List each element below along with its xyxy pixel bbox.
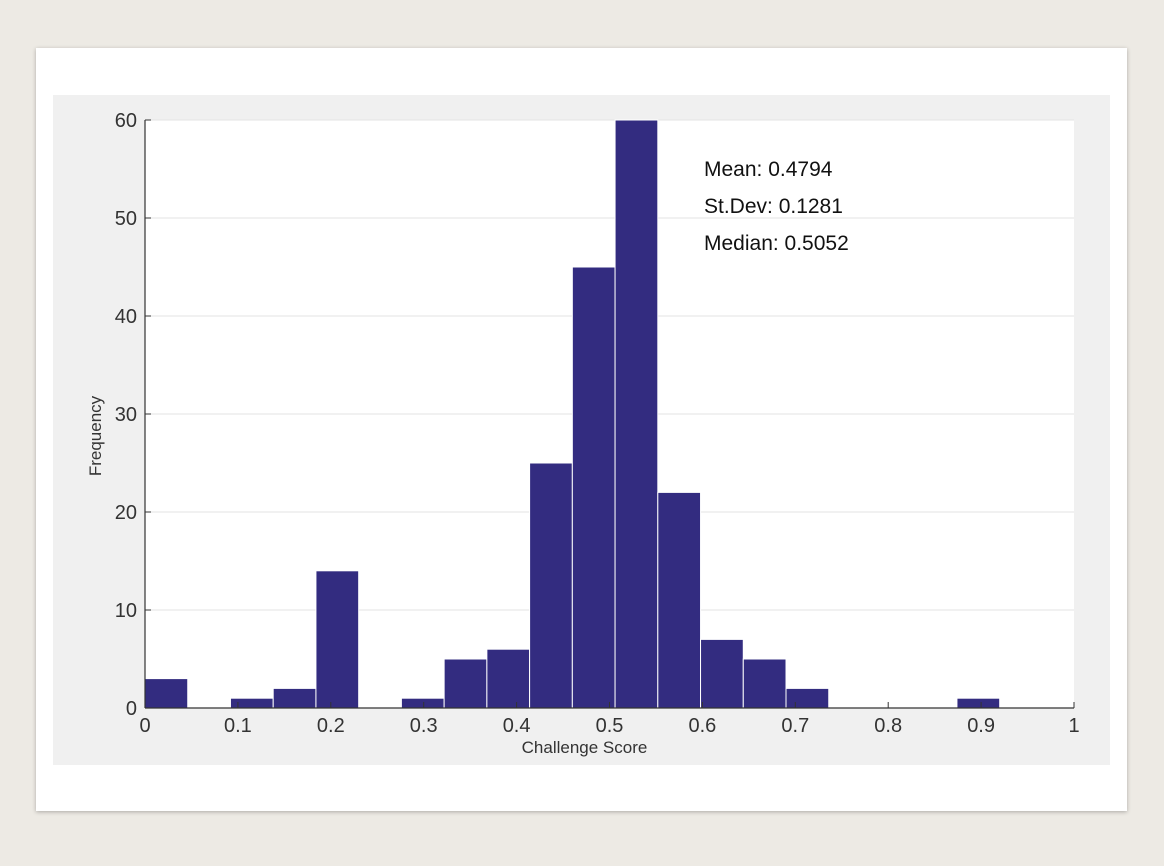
histogram-bar [529, 462, 573, 709]
axes [144, 119, 1075, 709]
x-tick-label: 0.4 [503, 715, 531, 737]
histogram-bar [657, 491, 702, 709]
x-tick-label: 0.2 [317, 715, 345, 737]
tick-labels: 0 0.1 0.2 0.3 0.4 0.5 0.6 0.7 0.8 0.9 101020304050… [115, 110, 1080, 737]
x-tick-label: 0 [139, 715, 150, 737]
median-annotation: Median: 0.5052 [704, 232, 849, 255]
y-tick-label: 30 [115, 404, 137, 426]
histogram-bar [571, 266, 616, 709]
y-tick-label: 60 [115, 110, 137, 132]
stdev-annotation: St.Dev: 0.1281 [704, 195, 843, 218]
histogram-bar [785, 687, 830, 709]
y-tick-label: 50 [115, 208, 137, 230]
y-tick-label: 0 [126, 698, 137, 720]
x-tick-label: 0.5 [596, 715, 624, 737]
x-tick-label: 0.1 [224, 715, 252, 737]
mean-annotation: Mean: 0.4794 [704, 158, 833, 181]
y-tick-label: 40 [115, 306, 137, 328]
histogram-bars [144, 119, 1001, 709]
histogram-bar [272, 687, 317, 709]
histogram-bar [700, 638, 744, 709]
histogram-bar [144, 678, 189, 709]
y-tick-label: 20 [115, 502, 137, 524]
x-tick-label: 0.8 [874, 715, 902, 737]
y-axis-label: Frequency [86, 395, 105, 476]
histogram-bar [315, 570, 360, 709]
x-tick-label: 0.6 [688, 715, 716, 737]
plot-panel: 0 0.1 0.2 0.3 0.4 0.5 0.6 0.7 0.8 0.9 1 0 10 20 30 40 50… [53, 95, 1110, 765]
x-tick-label: 0.7 [781, 715, 809, 737]
x-tick-label: 0.3 [410, 715, 438, 737]
histogram-bar [486, 648, 531, 709]
x-tick-label: 0.9 [967, 715, 995, 737]
x-tick-label: 1 [1068, 715, 1079, 737]
histogram-bar [443, 658, 488, 709]
histogram-bar [956, 697, 1001, 709]
y-tick-label: 10 [115, 600, 137, 622]
histogram-bar [614, 119, 659, 709]
histogram-bar [229, 697, 274, 709]
histogram-chart: 0 0.1 0.2 0.3 0.4 0.5 0.6 0.7 0.8 0.9 101020304050… [86, 110, 1080, 757]
summary-statistics: Mean: 0.4794 St.Dev: 0.1281 Median: 0.50… [704, 151, 849, 262]
histogram-bar [400, 697, 445, 709]
histogram-bar [742, 658, 787, 709]
x-axis-label: Challenge Score [522, 738, 648, 757]
